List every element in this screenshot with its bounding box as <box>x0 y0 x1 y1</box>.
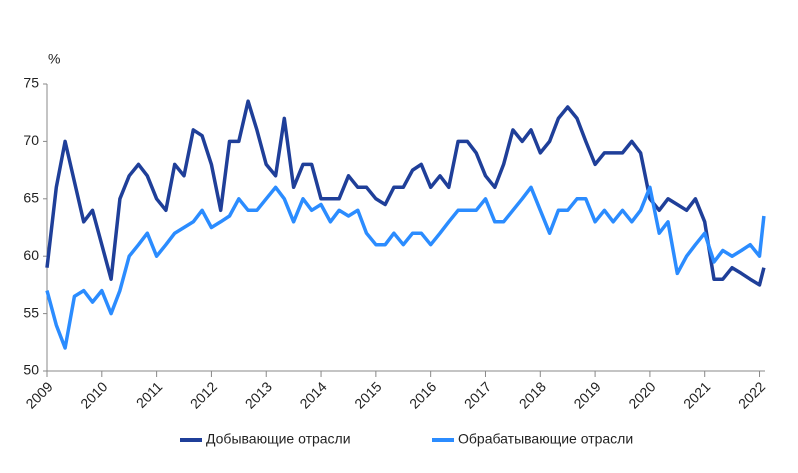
x-tick-label: 2019 <box>570 378 603 411</box>
x-tick-label: 2020 <box>625 378 658 411</box>
x-tick-label: 2012 <box>187 378 220 411</box>
y-tick-label: 75 <box>23 75 39 91</box>
y-tick-label: 55 <box>23 304 39 320</box>
series-line <box>45 185 766 350</box>
x-tick-label: 2013 <box>242 378 275 411</box>
legend-label: Добывающие отрасли <box>206 431 351 447</box>
x-tick-label: 2015 <box>351 378 384 411</box>
series-line <box>45 99 766 287</box>
y-tick-label: 50 <box>23 362 39 378</box>
x-tick-label: 2014 <box>296 378 329 411</box>
legend-label: Обрабатывающие отрасли <box>458 431 633 447</box>
x-tick-label: 2021 <box>680 378 713 411</box>
x-tick-label: 2009 <box>22 378 55 411</box>
y-tick-label: 70 <box>23 132 39 148</box>
y-tick-label: 60 <box>23 247 39 263</box>
y-axis-label: % <box>48 51 60 67</box>
x-tick-label: 2017 <box>461 378 494 411</box>
x-tick-label: 2022 <box>735 378 768 411</box>
x-tick-label: 2011 <box>133 378 166 411</box>
y-tick-label: 65 <box>23 190 39 206</box>
x-tick-label: 2010 <box>77 378 110 411</box>
x-tick-label: 2016 <box>406 378 439 411</box>
x-tick-label: 2018 <box>516 378 549 411</box>
